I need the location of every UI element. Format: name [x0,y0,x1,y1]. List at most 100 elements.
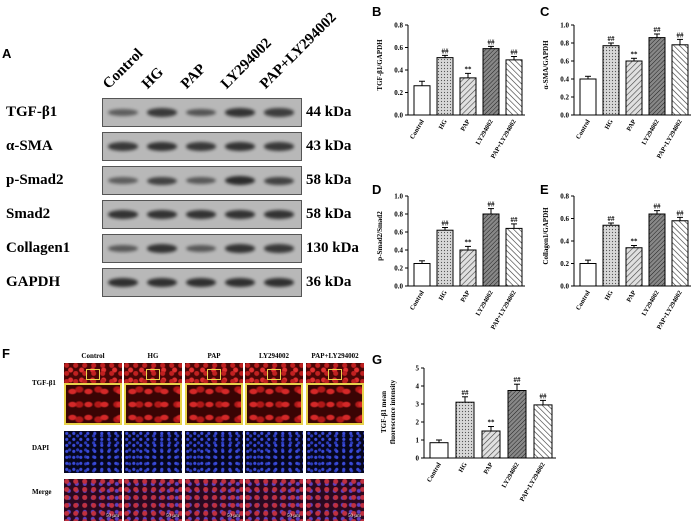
fluor-dapi-image [306,431,364,473]
bar-chart-collagen1: 0.0 0.2 0.4 0.6 0.8 Collagen1/GAPDH Control ## H… [542,193,691,331]
x-tick-label: LY294002 [641,119,661,147]
blot-strip [102,200,302,229]
x-tick-label: PAP+LY294002 [519,462,547,503]
fluor-column-label: HG [147,352,159,360]
blot-kda-label: 58 kDa [306,206,352,222]
y-tick-label: 0.8 [560,193,569,201]
blot-band [264,108,294,117]
significance-mark: ## [511,49,519,57]
fluor-merge-image: 50 µm [185,479,243,521]
y-tick-label: 0.4 [394,247,403,255]
fluor-row-label: DAPI [32,444,50,452]
panel-label-a: A [2,46,12,61]
blot-band [225,244,255,253]
x-tick-label: LY294002 [475,290,495,318]
blot-protein-label: Smad2 [6,206,51,222]
x-tick-label: Control [409,118,426,140]
bar [671,220,689,287]
blot-band [264,142,294,151]
bar-chart-fluorescence: 0 1 2 3 4 5 TGF-β1 meanfluorescence intensity C… [380,365,556,503]
bar [602,224,620,287]
y-tick-label: 0.0 [560,112,569,120]
bar [455,401,475,459]
blot-strip [102,166,302,195]
bar [625,247,643,287]
fluor-column-label: LY294002 [258,352,290,360]
y-tick-label: 0.2 [560,94,569,102]
bar [436,57,454,116]
y-axis-label: TGF-β1/GAPDH [376,39,384,91]
y-tick-label: 0.4 [560,238,569,246]
blot-band [225,176,255,185]
blot-band [147,108,177,117]
blot-protein-label: p-Smad2 [6,172,64,188]
x-tick-label: PAP+LY294002 [656,119,684,160]
blot-protein-label: Collagen1 [6,240,71,256]
fluor-zoom-image [185,383,243,425]
blot-strip [102,234,302,263]
zoom-region-box [328,369,342,380]
significance-mark: ## [608,215,616,223]
bar [459,77,477,116]
x-tick-label: PAP [460,118,472,132]
y-tick-label: 0.2 [560,260,569,268]
bar [505,227,523,287]
significance-mark: ## [488,201,496,209]
blot-lane-label: Control [99,45,147,93]
blot-kda-label: 36 kDa [306,274,352,290]
fluor-merge-image: 50 µm [124,479,182,521]
blot-band [225,142,255,151]
bar [579,78,597,116]
fluor-dapi-image [245,431,303,473]
scale-bar-label: 50 µm [105,514,119,519]
y-tick-label: 0.8 [560,40,569,48]
blot-band [186,245,216,252]
y-axis-label: p-Smad2/Smad2 [376,211,384,261]
x-tick-label: HG [438,119,449,131]
y-tick-label: 0.0 [394,112,403,120]
y-tick-label: 0.4 [394,67,403,75]
blot-lane-label: HG [138,64,167,93]
bar [579,263,597,287]
fluor-merge-image: 50 µm [64,479,122,521]
y-tick-label: 1 [416,437,420,445]
y-tick-label: 0.8 [394,22,403,30]
fluor-merge-image: 50 µm [306,479,364,521]
panel-label-c: C [540,4,550,19]
y-tick-label: 5 [416,365,420,373]
blot-band [264,210,294,219]
significance-mark: ## [654,26,662,34]
blot-protein-label: α-SMA [6,138,53,154]
panel-label-f: F [2,346,10,361]
blot-strip [102,268,302,297]
significance-mark: ## [511,216,519,224]
x-tick-label: PAP [483,461,495,475]
zoom-region-box [267,369,281,380]
fluor-column-label: PAP [207,352,221,360]
bar [507,390,527,459]
y-tick-label: 2 [416,419,420,427]
panel-label-e: E [540,182,549,197]
x-tick-label: LY294002 [641,290,661,318]
x-tick-label: Control [575,289,592,311]
y-tick-label: 0.6 [394,229,403,237]
blot-band [186,177,216,184]
bar [482,213,500,287]
blot-band [108,245,138,252]
blot-band [147,278,177,287]
bar-chart-a-sma: 0.0 0.2 0.4 0.6 0.8 1.0 α-SMA/GAPDH Control ## HG… [542,22,691,160]
x-tick-label: PAP [626,289,638,303]
fluor-zoom-image [124,383,182,425]
panel-label-b: B [372,4,382,19]
blot-band [225,278,255,287]
blot-kda-label: 43 kDa [306,138,352,154]
blot-band [147,244,177,253]
bar [413,85,431,116]
x-tick-label: HG [604,119,615,131]
fluor-column-label: PAP+LY294002 [311,352,359,360]
significance-mark: ## [514,376,522,384]
blot-band [264,244,294,253]
blot-kda-label: 58 kDa [306,172,352,188]
zoom-region-box [207,369,221,380]
fluor-zoom-image [306,383,364,425]
